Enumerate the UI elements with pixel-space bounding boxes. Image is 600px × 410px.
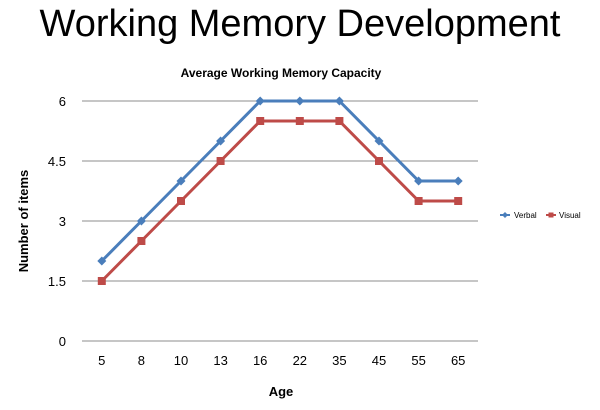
x-tick-labels: 5 8 10 13 16 22 35 45 55 65 bbox=[98, 353, 465, 368]
slide-title: Working Memory Development bbox=[40, 3, 561, 45]
data-point bbox=[375, 157, 383, 165]
x-tick-label: 22 bbox=[293, 353, 307, 368]
x-axis-label: Age bbox=[269, 384, 294, 399]
y-tick-label: 1.5 bbox=[48, 274, 66, 289]
y-tick-labels: 0 1.5 3 4.5 6 bbox=[48, 94, 66, 349]
data-point bbox=[216, 136, 226, 146]
data-point bbox=[295, 117, 304, 125]
series-visual bbox=[97, 117, 463, 285]
data-point bbox=[453, 176, 463, 186]
data-point bbox=[414, 176, 424, 186]
y-axis-label: Number of items bbox=[16, 170, 31, 273]
legend-item-visual: Visual bbox=[546, 211, 581, 220]
x-tick-label: 10 bbox=[174, 353, 188, 368]
data-point bbox=[374, 136, 384, 146]
data-point bbox=[136, 216, 146, 226]
series-line bbox=[100, 99, 459, 263]
data-point bbox=[334, 96, 344, 106]
legend-item-verbal: Verbal bbox=[500, 211, 537, 220]
data-point bbox=[97, 277, 106, 285]
data-point bbox=[137, 237, 146, 245]
data-point bbox=[177, 197, 185, 205]
data-point bbox=[295, 96, 305, 106]
legend-marker bbox=[548, 212, 554, 218]
y-tick-label: 3 bbox=[59, 214, 66, 229]
legend-label: Verbal bbox=[514, 211, 537, 220]
x-tick-label: 16 bbox=[253, 353, 267, 368]
data-point bbox=[176, 176, 186, 186]
x-tick-label: 65 bbox=[451, 353, 465, 368]
chart-title: Average Working Memory Capacity bbox=[181, 66, 382, 80]
x-tick-label: 45 bbox=[372, 353, 386, 368]
x-tick-label: 13 bbox=[213, 353, 227, 368]
data-point bbox=[414, 197, 423, 205]
y-tick-label: 6 bbox=[59, 94, 66, 109]
data-point bbox=[216, 157, 225, 165]
data-point bbox=[454, 197, 463, 205]
x-tick-label: 55 bbox=[411, 353, 425, 368]
y-tick-label: 4.5 bbox=[48, 154, 66, 169]
series-verbal bbox=[97, 96, 463, 266]
legend-marker bbox=[502, 212, 508, 218]
x-tick-label: 5 bbox=[98, 353, 105, 368]
y-tick-label: 0 bbox=[59, 334, 66, 349]
data-point bbox=[256, 117, 265, 125]
legend: Verbal Visual bbox=[500, 211, 581, 220]
data-point bbox=[97, 256, 107, 266]
data-point bbox=[335, 117, 344, 125]
x-tick-label: 35 bbox=[332, 353, 346, 368]
data-point bbox=[255, 96, 265, 106]
series-line bbox=[100, 119, 459, 283]
legend-label: Visual bbox=[559, 211, 581, 220]
x-tick-label: 8 bbox=[138, 353, 145, 368]
plot-area bbox=[97, 96, 463, 285]
